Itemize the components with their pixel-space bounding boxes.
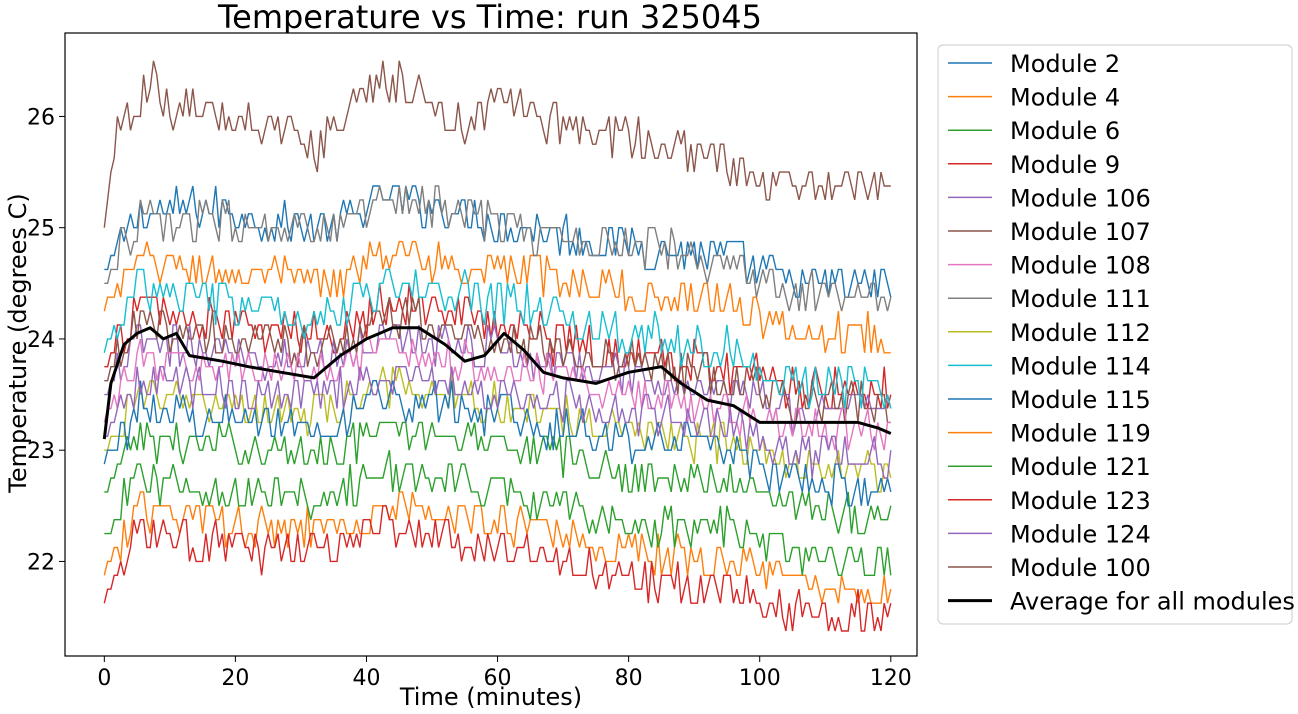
legend-label: Module 111 — [1010, 285, 1151, 313]
legend-label: Module 112 — [1010, 319, 1151, 347]
series-line — [103, 491, 892, 604]
legend: Module 2 Module 4 Module 6 Module 9 Module 1… — [937, 44, 1295, 625]
legend-label: Module 123 — [1010, 487, 1151, 515]
legend-label: Module 119 — [1010, 420, 1151, 448]
series-line — [103, 505, 892, 632]
chart-title: Temperature vs Time: run 325045 — [217, 0, 762, 36]
legend-label: Module 9 — [1010, 151, 1120, 179]
y-tick-label: 23 — [27, 439, 55, 464]
legend-label: Average for all modules — [1010, 588, 1295, 616]
series-lines — [102, 60, 892, 632]
series-line — [104, 366, 892, 479]
y-tick-label: 25 — [27, 217, 55, 242]
x-tick-label: 100 — [739, 666, 781, 691]
series-line — [104, 185, 892, 312]
legend-label: Module 106 — [1010, 184, 1151, 212]
legend-label: Module 6 — [1010, 117, 1120, 145]
legend-label: Module 121 — [1010, 453, 1151, 481]
legend-label: Module 107 — [1010, 218, 1151, 246]
legend-label: Module 124 — [1010, 520, 1151, 548]
x-tick-label: 40 — [352, 666, 380, 691]
x-tick-label: 0 — [97, 666, 111, 691]
x-axis-label: Time (minutes) — [399, 683, 582, 711]
x-tick-label: 80 — [615, 666, 643, 691]
legend-label: Module 100 — [1010, 554, 1151, 582]
x-axis: 0 20 40 60 80 100 120 — [97, 656, 912, 691]
legend-label: Module 114 — [1010, 352, 1151, 380]
series-line — [104, 421, 892, 535]
x-tick-label: 60 — [484, 666, 512, 691]
y-axis-label: Temperature (degrees C) — [4, 193, 32, 493]
series-line — [103, 268, 892, 409]
y-tick-label: 24 — [27, 328, 55, 353]
legend-label: Module 2 — [1010, 50, 1120, 78]
legend-label: Module 4 — [1010, 84, 1120, 112]
legend-box — [937, 44, 1293, 625]
legend-label: Module 115 — [1010, 386, 1151, 414]
x-tick-label: 20 — [221, 666, 249, 691]
legend-label: Module 108 — [1010, 252, 1151, 280]
series-line — [103, 240, 891, 354]
x-tick-label: 120 — [870, 666, 912, 691]
y-tick-label: 22 — [27, 550, 55, 575]
y-tick-label: 26 — [27, 105, 55, 130]
average-line — [102, 326, 892, 440]
series-line — [104, 450, 892, 576]
series-line — [103, 60, 891, 228]
y-axis: 22 23 24 25 26 — [27, 105, 65, 575]
plot-frame — [64, 32, 918, 657]
